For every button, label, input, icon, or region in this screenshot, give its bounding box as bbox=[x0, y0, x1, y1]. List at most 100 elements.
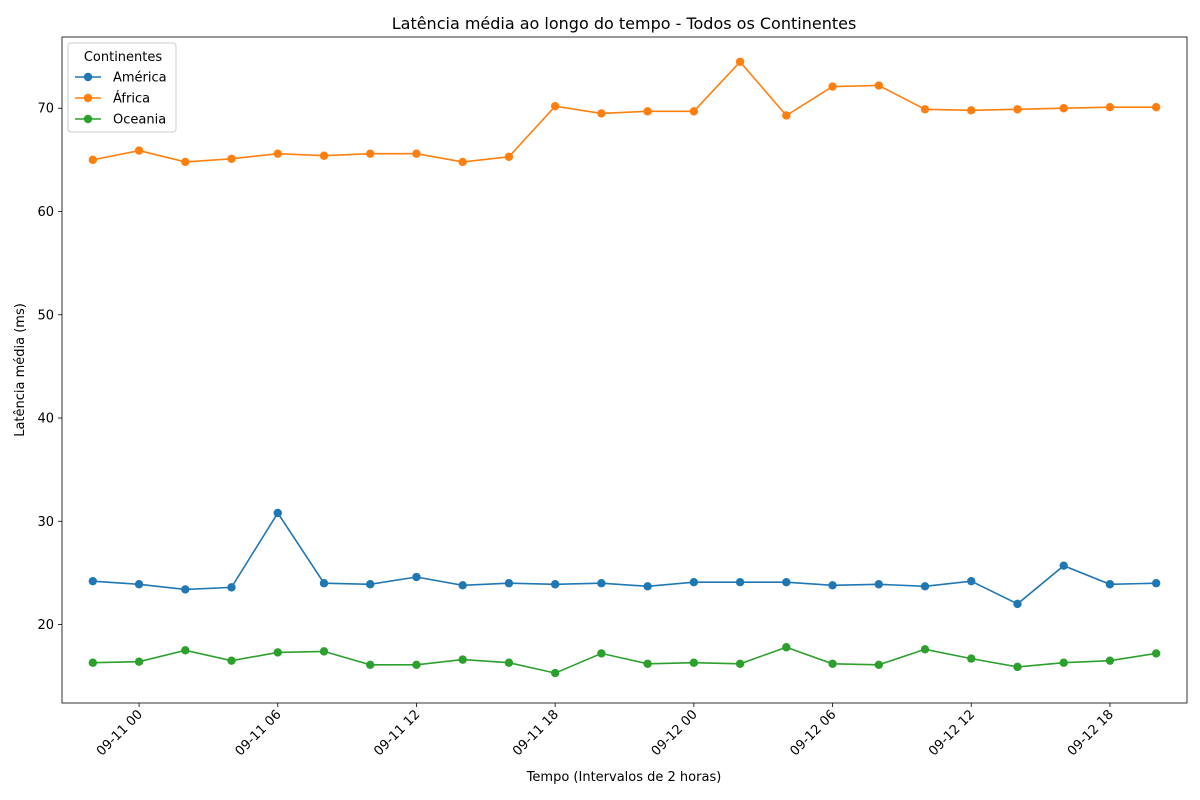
data-point bbox=[227, 154, 236, 164]
x-tick-label: 09-12 12 bbox=[926, 707, 978, 759]
y-tick-label: 20 bbox=[37, 618, 54, 633]
legend-label: África bbox=[113, 91, 150, 107]
data-point bbox=[1059, 104, 1068, 113]
data-point bbox=[550, 668, 560, 678]
y-tick-label: 60 bbox=[37, 205, 54, 220]
data-point bbox=[1013, 662, 1022, 672]
data-point bbox=[967, 106, 976, 115]
data-point bbox=[782, 577, 791, 587]
data-point bbox=[1151, 579, 1161, 588]
y-tick-label: 70 bbox=[37, 102, 54, 117]
data-point bbox=[412, 572, 421, 582]
data-point bbox=[643, 107, 652, 116]
data-point bbox=[134, 146, 144, 155]
data-point bbox=[920, 582, 930, 591]
data-point bbox=[643, 582, 652, 591]
data-point bbox=[181, 585, 190, 594]
data-point bbox=[88, 658, 98, 667]
x-tick-label: 09-12 00 bbox=[649, 707, 701, 759]
data-point bbox=[273, 648, 282, 657]
data-point bbox=[366, 149, 375, 158]
data-point bbox=[597, 109, 606, 118]
data-point bbox=[181, 157, 190, 167]
x-tick-label: 09-11 00 bbox=[94, 707, 146, 759]
x-tick-label: 09-11 18 bbox=[510, 707, 562, 759]
data-point bbox=[181, 646, 190, 655]
data-point bbox=[1059, 658, 1068, 667]
data-point bbox=[504, 579, 514, 588]
x-tick-label: 09-12 06 bbox=[787, 707, 839, 759]
data-point bbox=[1059, 561, 1068, 570]
data-point bbox=[967, 654, 976, 663]
data-point bbox=[597, 649, 606, 658]
legend-label: Oceania bbox=[113, 113, 166, 128]
data-point bbox=[366, 660, 375, 669]
legend-marker bbox=[83, 93, 93, 103]
data-point bbox=[689, 658, 699, 667]
series-line bbox=[92, 646, 1157, 674]
data-point bbox=[88, 576, 98, 586]
data-point bbox=[412, 149, 421, 158]
data-point bbox=[1105, 103, 1115, 112]
chart-title: Latência média ao longo do tempo - Todos… bbox=[392, 14, 857, 33]
series-layer bbox=[88, 57, 1161, 678]
data-point bbox=[735, 659, 745, 668]
y-axis: 20 30 40 50 60 70 bbox=[37, 102, 62, 633]
data-point bbox=[550, 580, 560, 589]
y-tick-label: 40 bbox=[37, 412, 54, 427]
data-point bbox=[319, 579, 329, 588]
y-tick-label: 50 bbox=[37, 308, 54, 323]
data-point bbox=[689, 107, 699, 116]
data-point bbox=[828, 659, 837, 668]
legend-title: Continentes bbox=[84, 50, 163, 65]
data-point bbox=[134, 580, 144, 589]
data-point bbox=[1151, 103, 1161, 112]
legend-marker bbox=[83, 114, 93, 124]
x-tick-label: 09-12 18 bbox=[1065, 707, 1117, 759]
data-point bbox=[828, 82, 837, 91]
legend-label: América bbox=[113, 71, 167, 86]
data-point bbox=[735, 57, 745, 66]
y-axis-label: Latência média (ms) bbox=[13, 303, 28, 437]
series-line bbox=[92, 511, 1157, 605]
data-point bbox=[319, 151, 329, 160]
data-point bbox=[458, 157, 467, 167]
x-axis: 09-11 00 09-11 06 09-11 12 09-11 18 09-12 00… bbox=[94, 703, 1117, 759]
data-point bbox=[597, 579, 606, 588]
data-point bbox=[366, 580, 375, 589]
x-axis-label: Tempo (Intervalos de 2 horas) bbox=[526, 770, 722, 785]
x-tick-label: 09-11 06 bbox=[233, 707, 285, 759]
data-point bbox=[643, 659, 652, 668]
data-point bbox=[1105, 656, 1115, 665]
legend-box bbox=[67, 42, 177, 133]
data-point bbox=[828, 581, 837, 590]
data-point bbox=[967, 576, 976, 586]
data-point bbox=[920, 105, 930, 114]
data-point bbox=[920, 645, 930, 654]
legend: Continentes América África Oceania bbox=[67, 42, 177, 133]
data-point bbox=[134, 657, 144, 666]
data-point bbox=[458, 581, 467, 590]
data-point bbox=[458, 655, 467, 664]
data-point bbox=[88, 155, 98, 165]
data-point bbox=[227, 583, 236, 592]
data-point bbox=[227, 656, 236, 665]
data-point bbox=[735, 577, 745, 587]
data-point bbox=[782, 643, 791, 652]
data-point bbox=[782, 111, 791, 120]
data-point bbox=[874, 660, 883, 669]
legend-marker bbox=[83, 72, 93, 82]
x-tick-label: 09-11 12 bbox=[371, 707, 423, 759]
data-point bbox=[1013, 105, 1022, 114]
data-point bbox=[550, 101, 560, 111]
data-point bbox=[504, 152, 514, 161]
data-point bbox=[1151, 649, 1161, 658]
data-point bbox=[1013, 599, 1022, 609]
data-point bbox=[319, 647, 329, 656]
data-point bbox=[273, 149, 282, 158]
data-point bbox=[874, 580, 883, 589]
data-point bbox=[1105, 580, 1115, 589]
plot-area bbox=[61, 36, 1188, 704]
series-line bbox=[92, 60, 1157, 163]
